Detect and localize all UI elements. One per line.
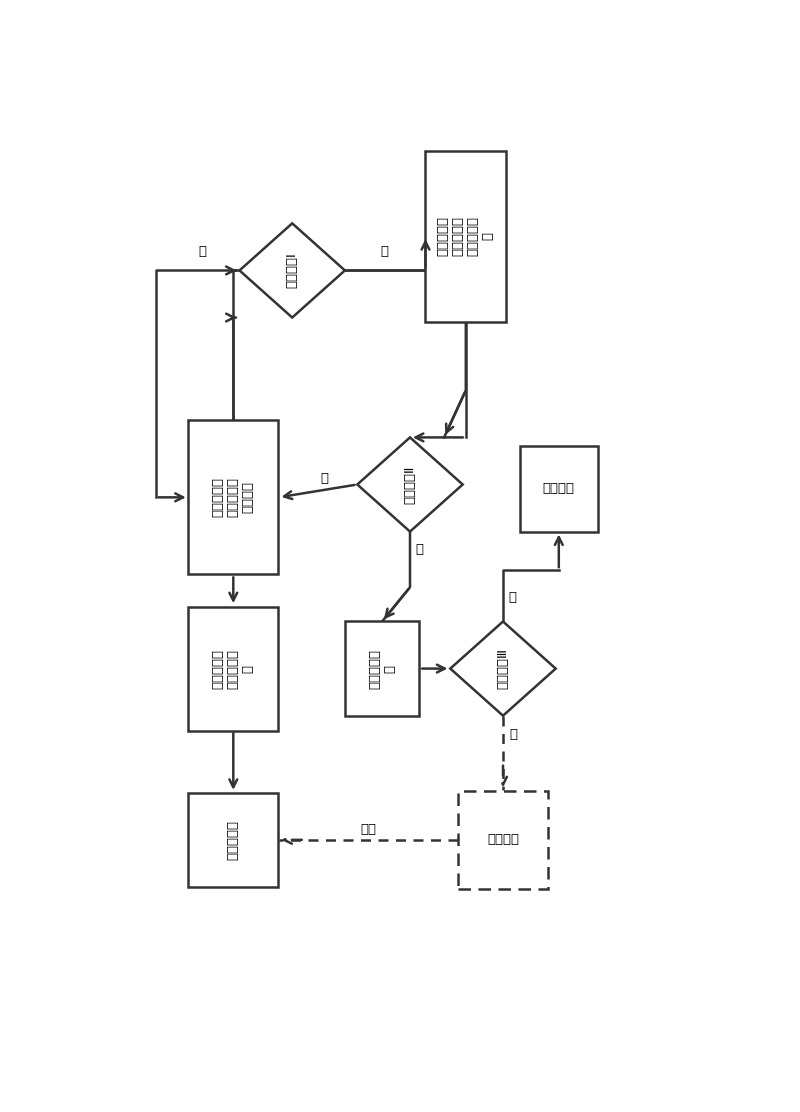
- Bar: [345, 622, 419, 716]
- Bar: [188, 606, 278, 731]
- Text: 否: 否: [198, 245, 206, 258]
- Text: 是: 是: [508, 590, 516, 604]
- Text: 工艺结束: 工艺结束: [542, 483, 574, 495]
- Text: 否: 否: [510, 728, 518, 741]
- Text: 后续性能测
试: 后续性能测 试: [368, 648, 396, 688]
- Text: 改进: 改进: [361, 823, 377, 835]
- Polygon shape: [358, 437, 462, 532]
- Text: 方案改进: 方案改进: [487, 833, 519, 846]
- Text: 设置强化路
径及强化次
数: 设置强化路 径及强化次 数: [212, 648, 254, 688]
- Text: 满足要求Ⅰ: 满足要求Ⅰ: [286, 252, 298, 288]
- Bar: [188, 420, 278, 575]
- Bar: [458, 791, 548, 890]
- Text: 是: 是: [380, 245, 388, 258]
- Polygon shape: [239, 224, 345, 318]
- Polygon shape: [450, 622, 556, 716]
- Bar: [188, 793, 278, 887]
- Text: 满足要求Ⅱ: 满足要求Ⅱ: [403, 465, 417, 504]
- Text: 满足要求Ⅲ: 满足要求Ⅲ: [497, 648, 510, 689]
- Text: 试样预处理: 试样预处理: [227, 820, 240, 860]
- Bar: [426, 150, 506, 321]
- Text: 选择合适参
数进行激光
强化喷丸强
化: 选择合适参 数进行激光 强化喷丸强 化: [437, 216, 494, 256]
- Text: 是: 是: [415, 543, 423, 556]
- Text: 选择合适参
数进行激光
辅助加热: 选择合适参 数进行激光 辅助加热: [212, 477, 254, 517]
- Bar: [520, 446, 598, 532]
- Text: 否: 否: [320, 471, 328, 485]
